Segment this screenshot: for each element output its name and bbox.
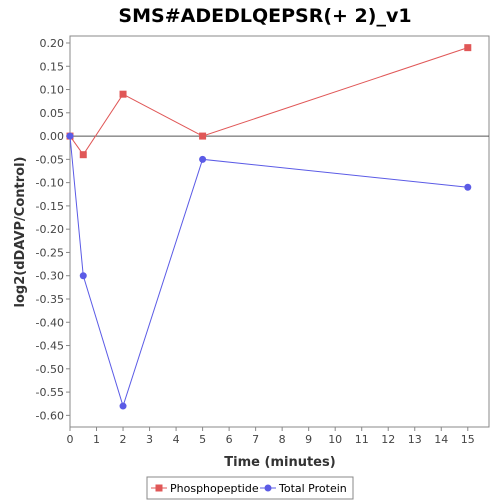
data-point (79, 272, 87, 280)
plot-area: 0.20 0.15 0.10 0.05 0.00 -0.05 -0.10 -0.15 -0.20… (36, 35, 490, 446)
x-tick-label: 9 (305, 433, 312, 446)
y-tick-label: -0.35 (36, 293, 64, 306)
x-tick-label: 6 (226, 433, 233, 446)
y-tick-label: 0.20 (40, 37, 65, 50)
x-tick-label: 13 (408, 433, 422, 446)
y-tick-label: -0.50 (36, 363, 64, 376)
x-tick-label: 0 (67, 433, 74, 446)
x-tick-label: 5 (199, 433, 206, 446)
x-tick-label: 10 (328, 433, 342, 446)
data-point (464, 44, 472, 52)
x-tick-label: 4 (173, 433, 180, 446)
legend-label: Total Protein (278, 482, 347, 495)
y-tick-label: 0.10 (40, 84, 65, 97)
y-tick-label: 0.05 (40, 107, 65, 120)
x-tick-label: 14 (434, 433, 448, 446)
x-tick-label: 12 (381, 433, 395, 446)
y-tick-label: -0.05 (36, 153, 64, 166)
legend-marker-circle (264, 484, 272, 492)
data-point (66, 132, 74, 140)
y-tick-label: -0.20 (36, 223, 64, 236)
y-tick-label: -0.10 (36, 177, 64, 190)
x-tick-label: 1 (93, 433, 100, 446)
x-tick-label: 15 (461, 433, 475, 446)
legend: Phosphopeptide Total Protein (146, 476, 354, 500)
x-tick-label: 3 (146, 433, 153, 446)
y-tick-label: -0.40 (36, 316, 64, 329)
legend-marker-square (155, 484, 163, 492)
data-point (119, 90, 127, 98)
legend-box (146, 476, 354, 500)
data-point (199, 155, 207, 163)
x-axis-label: Time (minutes) (224, 455, 335, 470)
y-axis-label: log2(dDAVP/Control) (13, 157, 28, 308)
data-point (79, 151, 87, 159)
x-tick-label: 2 (120, 433, 127, 446)
x-tick-label: 11 (355, 433, 369, 446)
data-point (199, 132, 207, 140)
y-tick-label: 0.15 (40, 60, 65, 73)
y-tick-label: -0.55 (36, 386, 64, 399)
y-tick-label: -0.15 (36, 200, 64, 213)
y-tick-label: -0.30 (36, 270, 64, 283)
data-point (119, 402, 127, 410)
x-tick-label: 7 (252, 433, 259, 446)
x-tick-label: 8 (279, 433, 286, 446)
legend-label: Phosphopeptide (170, 482, 259, 495)
y-tick-label: -0.25 (36, 246, 64, 259)
y-tick-label: -0.45 (36, 340, 64, 353)
plot-frame (69, 35, 490, 428)
data-point (464, 183, 472, 191)
y-tick-label: 0.00 (40, 130, 65, 143)
y-tick-label: -0.60 (36, 409, 64, 422)
chart-title: SMS#ADEDLQEPSR(+ 2)_v1 (118, 5, 411, 27)
